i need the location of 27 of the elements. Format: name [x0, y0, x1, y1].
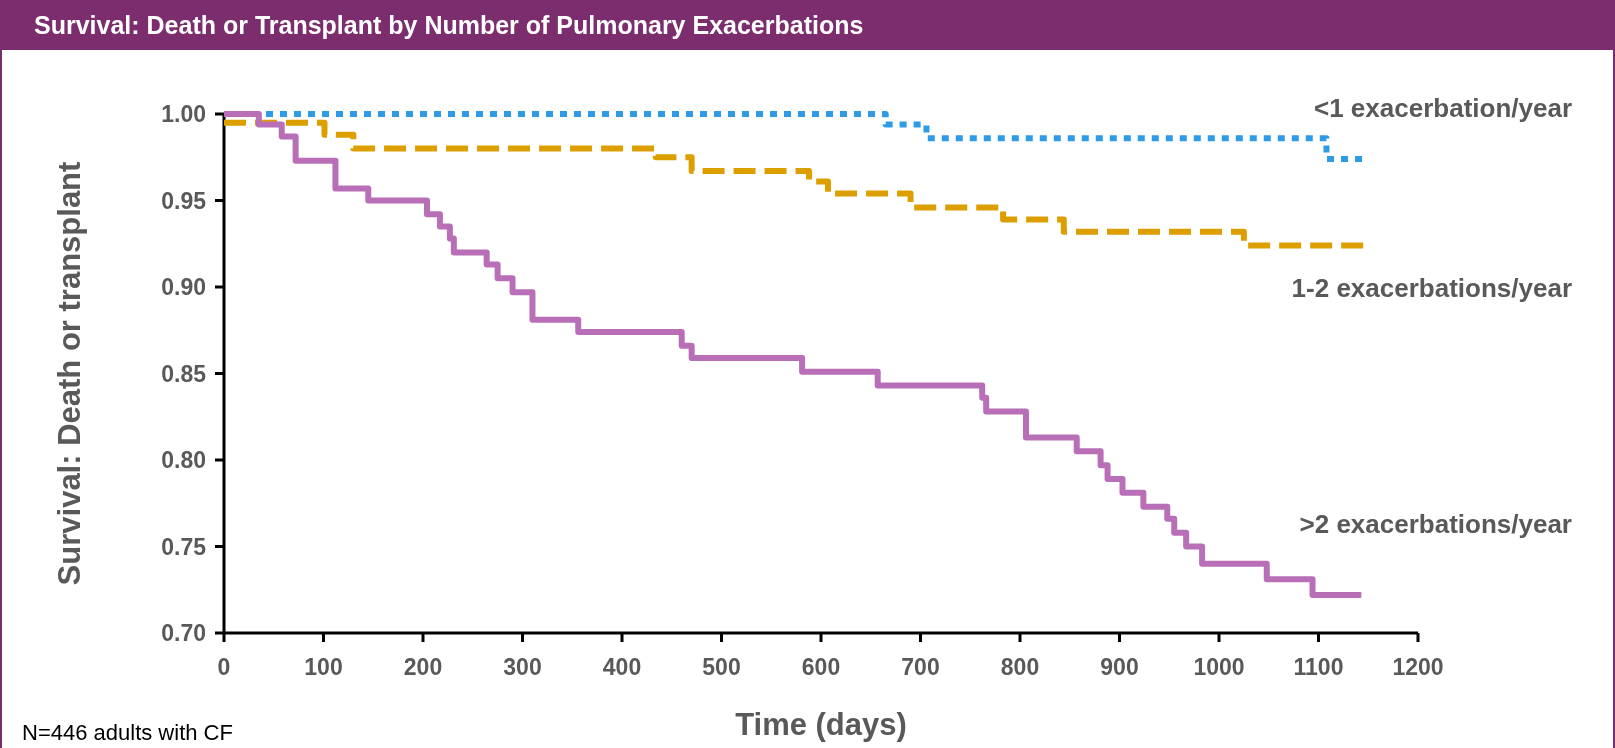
chart-title: Survival: Death or Transplant by Number of Pulmonary Exacerbations [34, 11, 864, 39]
x-tick-label: 400 [602, 654, 642, 680]
y-tick-label: 0.80 [161, 447, 206, 474]
x-tick-label: 1200 [1392, 654, 1444, 680]
text: N=446 adults with CF [22, 720, 233, 745]
x-tick-label: 700 [901, 654, 940, 680]
x-tick-label: 200 [403, 654, 443, 680]
x-tick-label: 600 [801, 654, 841, 680]
series-label: <1 exacerbation/year [1314, 92, 1572, 123]
x-tick-label: 1100 [1293, 654, 1344, 680]
x-tick-label: 1000 [1193, 654, 1245, 680]
x-tick-label: 500 [702, 654, 741, 680]
series-label: 1-2 exacerbations/year [1291, 273, 1572, 304]
y-tick-label: 1.00 [161, 101, 206, 128]
y-tick-label: 0.70 [161, 620, 206, 647]
y-tick-label: 0.95 [161, 187, 207, 214]
x-tick-label: 100 [304, 654, 343, 680]
y-tick-label: 0.75 [161, 533, 207, 560]
x-tick-label: 300 [503, 654, 542, 680]
x-tick-label: 900 [1100, 654, 1139, 680]
x-axis-title: Time (days) [735, 707, 907, 742]
y-tick-label: 0.85 [161, 360, 207, 387]
x-tick-label: 0 [217, 654, 231, 680]
y-tick-label: 0.90 [161, 274, 206, 301]
series-label: >2 exacerbations/year [1299, 508, 1572, 539]
y-axis-title: Survival: Death or transplant [52, 161, 87, 586]
x-tick-label: 800 [1000, 654, 1040, 680]
